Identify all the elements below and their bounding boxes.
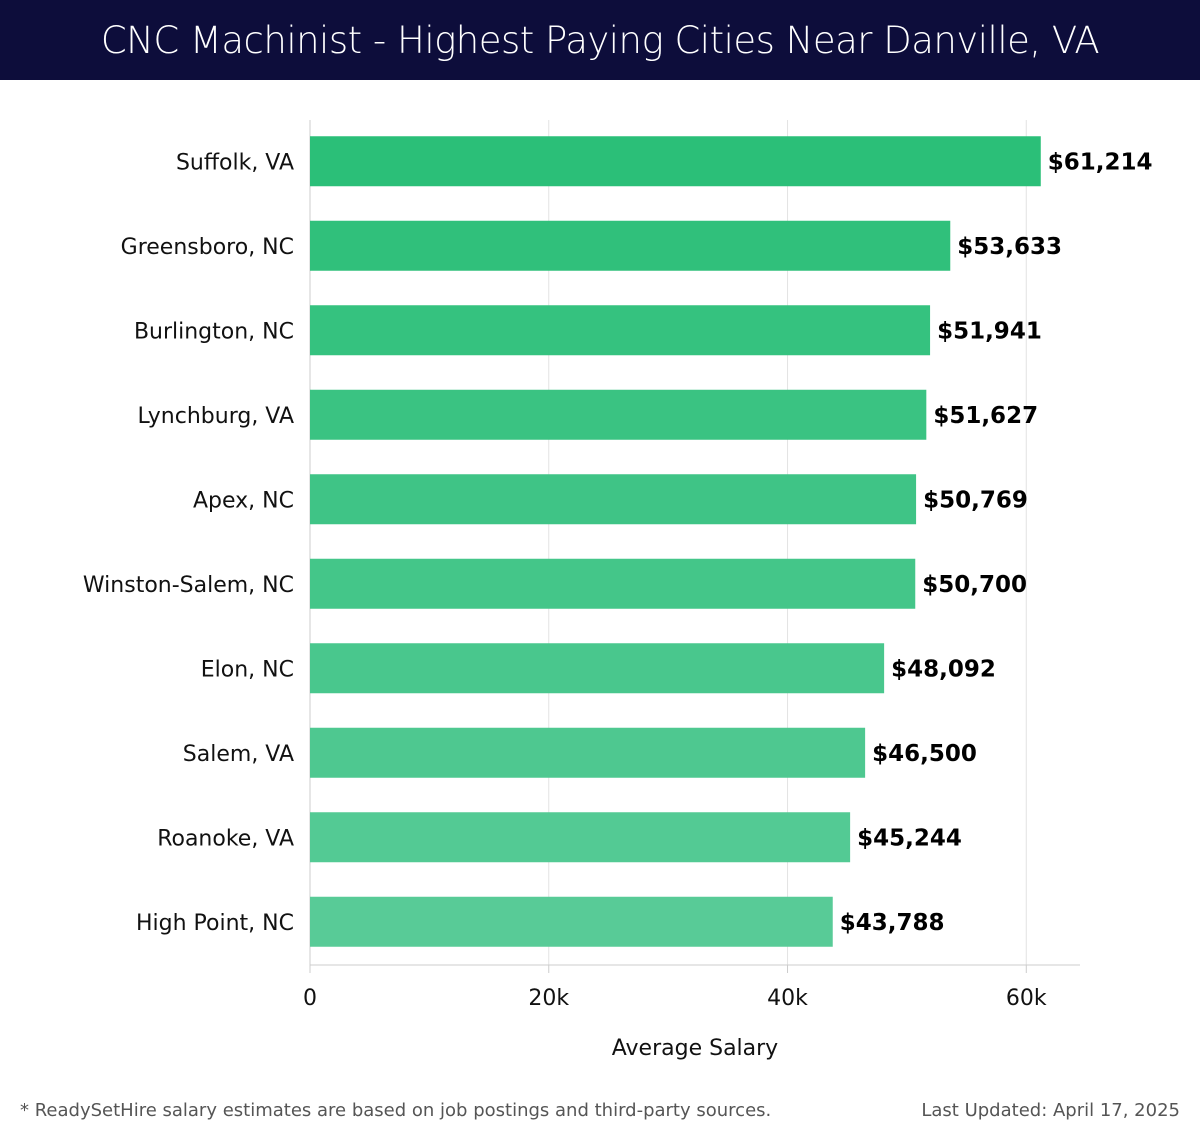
- value-label: $51,627: [933, 403, 1038, 429]
- bar: [310, 136, 1041, 187]
- value-label: $50,769: [923, 487, 1028, 513]
- category-label: Burlington, NC: [134, 319, 294, 344]
- category-label: Winston-Salem, NC: [83, 573, 294, 598]
- category-label: High Point, NC: [136, 911, 294, 936]
- bar: [310, 812, 851, 863]
- category-label: Salem, VA: [183, 742, 294, 767]
- x-tick-label: 60k: [1006, 986, 1047, 1011]
- chart-title: CNC Machinist - Highest Paying Cities Ne…: [0, 0, 1200, 80]
- category-label: Elon, NC: [201, 657, 294, 682]
- bar: [310, 896, 833, 947]
- footer-note: * ReadySetHire salary estimates are base…: [20, 1100, 772, 1121]
- value-label: $53,633: [957, 234, 1062, 260]
- x-tick-label: 40k: [767, 986, 808, 1011]
- x-tick-label: 20k: [528, 986, 569, 1011]
- bar: [310, 305, 931, 356]
- bar: [310, 643, 885, 694]
- last-updated: Last Updated: April 17, 2025: [921, 1100, 1180, 1121]
- value-label: $46,500: [872, 741, 977, 767]
- category-label: Suffolk, VA: [176, 150, 294, 175]
- bar: [310, 558, 916, 609]
- category-label: Greensboro, NC: [121, 235, 294, 260]
- x-axis-title: Average Salary: [612, 1036, 778, 1061]
- value-label: $45,244: [857, 825, 962, 851]
- value-label: $50,700: [922, 572, 1027, 598]
- bar: [310, 389, 927, 440]
- x-tick-label: 0: [303, 986, 317, 1011]
- bar: [310, 474, 917, 525]
- value-label: $51,941: [937, 318, 1042, 344]
- bar: [310, 220, 951, 271]
- category-label: Roanoke, VA: [157, 826, 294, 851]
- value-label: $48,092: [891, 656, 996, 682]
- value-label: $43,788: [840, 910, 945, 936]
- category-label: Lynchburg, VA: [138, 404, 294, 429]
- bar: [310, 727, 866, 778]
- value-label: $61,214: [1048, 149, 1153, 175]
- category-label: Apex, NC: [193, 488, 294, 513]
